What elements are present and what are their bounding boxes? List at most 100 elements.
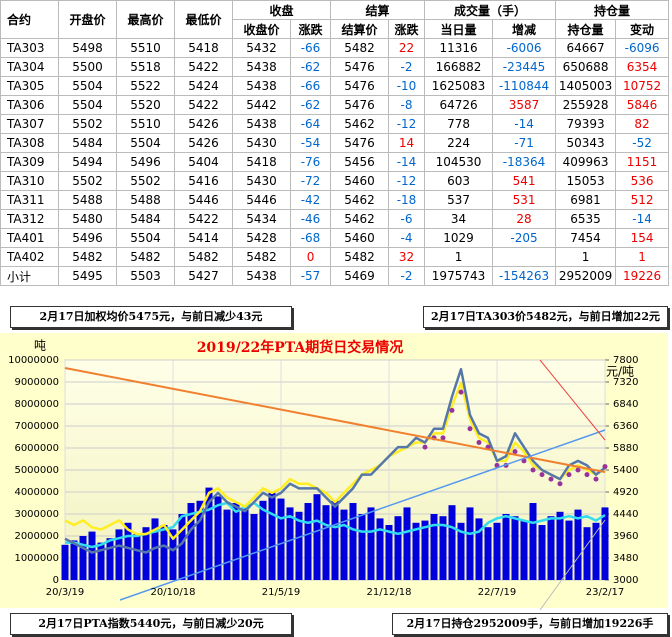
cell: 19226 xyxy=(615,266,670,286)
bar xyxy=(70,540,78,580)
cell: -54 xyxy=(289,133,332,153)
bar xyxy=(340,509,348,580)
cell: -18364 xyxy=(492,152,557,172)
point xyxy=(458,389,464,395)
cell: -62 xyxy=(289,57,332,77)
header-cell: 当日量 xyxy=(424,19,494,39)
y-tick-label: 4000000 xyxy=(14,487,59,498)
x-tick-label: 21/12/18 xyxy=(367,587,412,598)
bar xyxy=(583,527,591,580)
cell: 5494 xyxy=(58,152,117,172)
cell: 5482 xyxy=(58,247,117,267)
bar xyxy=(349,503,357,580)
cell: -14 xyxy=(615,209,670,229)
cell: 5438 xyxy=(232,57,291,77)
bar xyxy=(295,511,303,580)
point xyxy=(566,472,572,478)
bar xyxy=(403,507,411,580)
cell: 5416 xyxy=(174,171,233,191)
bar xyxy=(196,500,204,580)
point xyxy=(602,464,608,470)
y2-tick-label: 4920 xyxy=(613,487,638,498)
bar xyxy=(466,507,474,580)
y2-tick-label: 6840 xyxy=(613,399,638,410)
bar xyxy=(538,525,546,580)
y-axis-unit: 吨 xyxy=(34,339,46,353)
point xyxy=(584,472,590,478)
cell: 1625083 xyxy=(424,76,494,96)
bar xyxy=(304,503,312,580)
y2-tick-label: 5880 xyxy=(613,443,638,454)
cell: 11316 xyxy=(424,38,494,58)
y-tick-label: 0 xyxy=(53,575,59,586)
cell: 5427 xyxy=(174,266,233,286)
y2-tick-label: 7320 xyxy=(613,377,638,388)
point xyxy=(530,467,536,473)
bar xyxy=(601,507,609,580)
cell: -6006 xyxy=(492,38,557,58)
cell: 64726 xyxy=(424,95,494,115)
row-label: TA306 xyxy=(0,95,59,115)
futures-table: 合约 开盘价 最高价 最低价 收盘 结算 成交量（手） 持仓量 收盘价 涨跌 结算价 涨跌 当日量 增减持… xyxy=(0,0,670,286)
y2-tick-label: 3960 xyxy=(613,531,638,542)
bar xyxy=(241,507,249,580)
bar xyxy=(448,505,456,580)
cell: 5510 xyxy=(116,38,175,58)
row-label: TA308 xyxy=(0,133,59,153)
row-label: TA402 xyxy=(0,247,59,267)
y2-axis-unit: 元/吨 xyxy=(606,365,634,379)
bar xyxy=(430,514,438,580)
bar xyxy=(277,498,285,580)
cell: 1151 xyxy=(615,152,670,172)
bar xyxy=(493,522,501,580)
y-tick-label: 5000000 xyxy=(14,465,59,476)
point xyxy=(575,467,581,473)
cell: 536 xyxy=(615,171,670,191)
cell: 5438 xyxy=(232,114,291,134)
cell: -154263 xyxy=(492,266,557,286)
cell: 5522 xyxy=(116,76,175,96)
cell: 5488 xyxy=(58,190,117,210)
bar xyxy=(331,500,339,580)
cell: 255928 xyxy=(555,95,617,115)
x-tick-label: 20/3/19 xyxy=(46,587,85,598)
cell: 5446 xyxy=(232,190,291,210)
trend-line xyxy=(539,519,606,611)
y2-tick-label: 3480 xyxy=(613,553,638,564)
note: 2月17日TA303价5482元，与前日增加22元 xyxy=(423,306,668,328)
cell: 5500 xyxy=(58,57,117,77)
cell: 5438 xyxy=(232,266,291,286)
note: 2月17日加权均价5475元，与前日减少43元 xyxy=(10,306,292,328)
header-cell: 开盘价 xyxy=(58,0,117,39)
bar xyxy=(169,529,177,580)
cell: 2952009 xyxy=(555,266,617,286)
cell: -46 xyxy=(289,209,332,229)
bar xyxy=(322,505,330,580)
cell: 10752 xyxy=(615,76,670,96)
point xyxy=(539,472,545,478)
bar xyxy=(475,518,483,580)
y2-tick-label: 6360 xyxy=(613,421,638,432)
bar xyxy=(547,516,555,580)
line xyxy=(64,381,606,540)
header-cell: 最低价 xyxy=(174,0,233,39)
x-tick-label: 21/5/19 xyxy=(262,587,301,598)
cell: -10 xyxy=(388,76,426,96)
cell: 5422 xyxy=(174,57,233,77)
bar xyxy=(88,531,96,580)
cell: 5498 xyxy=(58,38,117,58)
cell: 512 xyxy=(615,190,670,210)
cell: 5438 xyxy=(232,76,291,96)
bar xyxy=(133,533,141,580)
cell: -57 xyxy=(289,266,332,286)
trend-line xyxy=(539,359,606,441)
y-tick-label: 7000000 xyxy=(14,421,59,432)
bar xyxy=(250,514,258,580)
y2-tick-label: 5400 xyxy=(613,465,638,476)
bar xyxy=(223,509,231,580)
header-cell: 合约 xyxy=(0,0,59,39)
cell: -110844 xyxy=(492,76,557,96)
cell: 5460 xyxy=(330,171,390,191)
x-tick-label: 22/7/19 xyxy=(478,587,517,598)
